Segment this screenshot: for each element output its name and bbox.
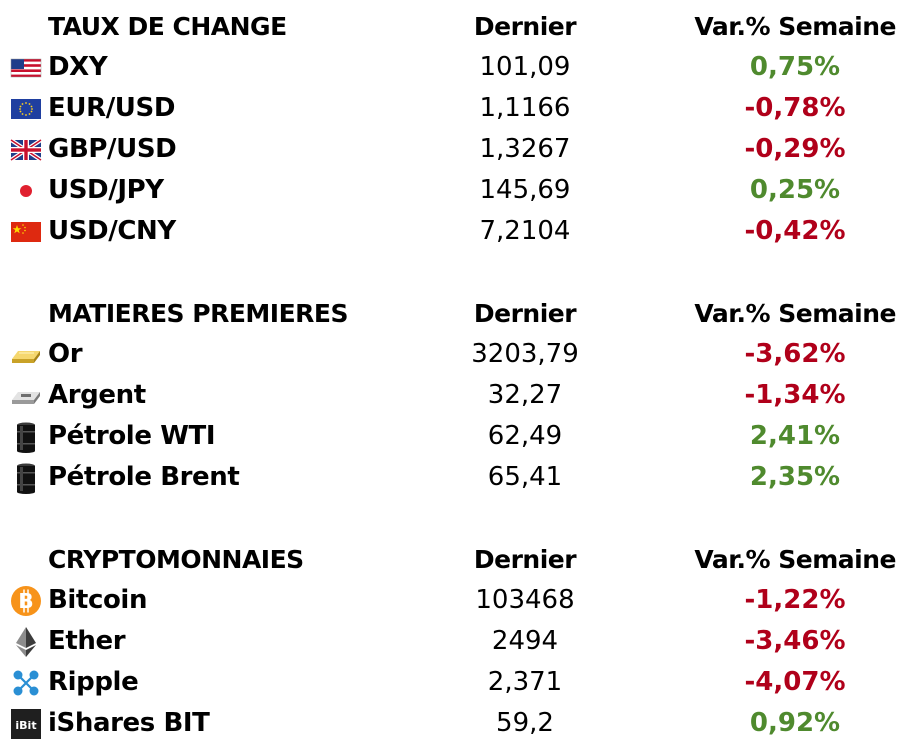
svg-text:iBit: iBit <box>15 719 36 732</box>
section-title: CRYPTOMONNAIES <box>48 545 304 574</box>
asset-name: Pétrole Brent <box>48 462 240 492</box>
asset-last-value: 1,3267 <box>479 134 571 164</box>
us-flag-icon <box>10 58 42 78</box>
column-header-last: Dernier <box>473 12 577 41</box>
ethereum-icon <box>16 627 36 657</box>
asset-weekly-change: -0,42% <box>744 216 846 246</box>
asset-name: USD/CNY <box>48 216 176 246</box>
asset-name: Pétrole WTI <box>48 421 216 451</box>
asset-last-value: 103468 <box>475 585 575 615</box>
table-row: Argent 32,27 -1,34% <box>0 375 904 416</box>
table-row: Pétrole Brent 65,41 2,35% <box>0 457 904 498</box>
asset-last-value: 7,2104 <box>479 216 571 246</box>
asset-weekly-change: -1,22% <box>744 585 846 615</box>
china-flag-icon <box>11 222 41 242</box>
table-row: B Bitcoin 103468 -1,22% <box>0 580 904 621</box>
svg-text:B: B <box>18 589 33 613</box>
asset-last-value: 32,27 <box>487 380 563 410</box>
section-title: MATIERES PREMIERES <box>48 299 349 328</box>
asset-name: Ripple <box>48 667 139 697</box>
silver-bar-icon <box>12 392 40 404</box>
section-title: TAUX DE CHANGE <box>48 12 287 41</box>
table-row: GBP/USD 1,3267 -0,29% <box>0 129 904 170</box>
uk-flag-icon <box>10 138 42 162</box>
table-row: Or 3203,79 -3,62% <box>0 334 904 375</box>
asset-weekly-change: -3,46% <box>744 626 846 656</box>
asset-name: Argent <box>48 380 146 410</box>
asset-weekly-change: 2,41% <box>749 421 841 451</box>
oil-barrel-icon <box>17 422 35 453</box>
asset-weekly-change: -3,62% <box>744 339 846 369</box>
asset-last-value: 101,09 <box>479 52 571 82</box>
asset-last-value: 62,49 <box>487 421 563 451</box>
asset-last-value: 1,1166 <box>479 93 571 123</box>
column-header-last: Dernier <box>473 545 577 574</box>
section-header: MATIERES PREMIERES Dernier Var.% Semaine <box>0 293 904 334</box>
table-row: EUR/USD 1,1166 -0,78% <box>0 88 904 129</box>
oil-barrel-icon <box>17 463 35 494</box>
column-header-var: Var.% Semaine <box>694 12 896 41</box>
asset-weekly-change: 0,25% <box>749 175 841 205</box>
asset-weekly-change: 2,35% <box>749 462 841 492</box>
table-row: Pétrole WTI 62,49 2,41% <box>0 416 904 457</box>
asset-name: Or <box>48 339 83 369</box>
table-row: Ether 2494 -3,46% <box>0 621 904 662</box>
asset-last-value: 2494 <box>491 626 559 656</box>
asset-last-value: 145,69 <box>479 175 571 205</box>
table-row: USD/JPY 145,69 0,25% <box>0 170 904 211</box>
asset-name: EUR/USD <box>48 93 176 123</box>
column-header-var: Var.% Semaine <box>694 299 896 328</box>
asset-last-value: 2,371 <box>487 667 563 697</box>
asset-name: Bitcoin <box>48 585 148 615</box>
bitcoin-icon: B <box>11 586 41 616</box>
asset-weekly-change: -4,07% <box>744 667 846 697</box>
column-header-var: Var.% Semaine <box>694 545 896 574</box>
asset-last-value: 65,41 <box>487 462 563 492</box>
ripple-icon <box>13 670 39 696</box>
table-row: DXY 101,09 0,75% <box>0 47 904 88</box>
table-row: USD/CNY 7,2104 -0,42% <box>0 211 904 252</box>
asset-weekly-change: 0,92% <box>749 708 841 738</box>
asset-name: GBP/USD <box>48 134 177 164</box>
asset-weekly-change: 0,75% <box>749 52 841 82</box>
section-header: CRYPTOMONNAIES Dernier Var.% Semaine <box>0 539 904 580</box>
asset-weekly-change: -1,34% <box>744 380 846 410</box>
gold-bar-icon <box>12 351 40 363</box>
table-row: iBit iShares BIT 59,2 0,92% <box>0 703 904 744</box>
eu-flag-icon <box>11 99 41 119</box>
asset-name: Ether <box>48 626 126 656</box>
column-header-last: Dernier <box>473 299 577 328</box>
asset-weekly-change: -0,78% <box>744 93 846 123</box>
asset-name: iShares BIT <box>48 708 210 738</box>
japan-flag-icon <box>11 181 41 201</box>
asset-name: USD/JPY <box>48 175 164 205</box>
asset-weekly-change: -0,29% <box>744 134 846 164</box>
asset-name: DXY <box>48 52 108 82</box>
asset-last-value: 3203,79 <box>471 339 579 369</box>
asset-last-value: 59,2 <box>496 708 554 738</box>
ishares-bit-icon: iBit <box>11 709 41 739</box>
table-row: Ripple 2,371 -4,07% <box>0 662 904 703</box>
section-header: TAUX DE CHANGE Dernier Var.% Semaine <box>0 6 904 47</box>
